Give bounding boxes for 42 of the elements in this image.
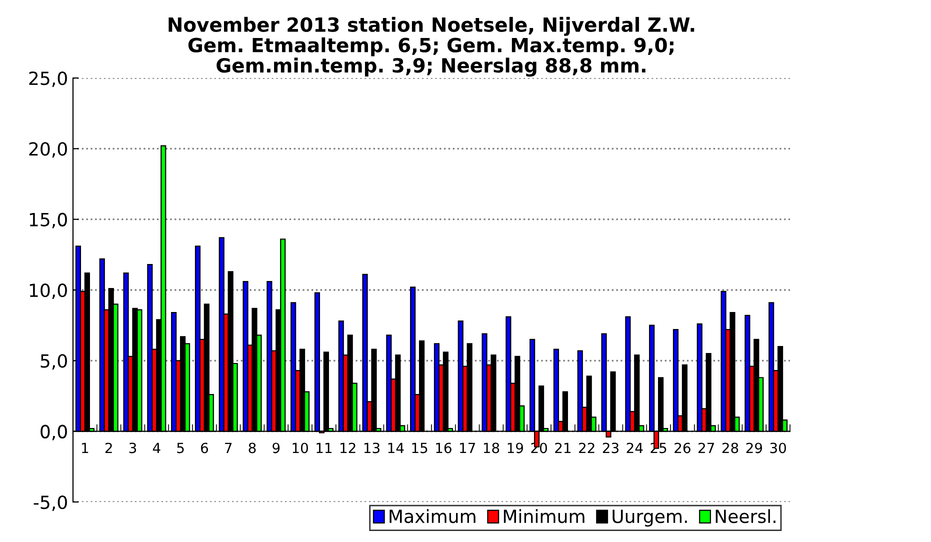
x-tick-label: 8 xyxy=(248,442,256,454)
x-tick-label: 17 xyxy=(460,442,475,453)
y-tick-label: 10,0 xyxy=(30,283,67,299)
x-tick-label: 26 xyxy=(674,442,690,454)
legend-label: Maximum xyxy=(390,509,476,524)
x-tick-label: 24 xyxy=(626,442,643,453)
x-tick-label: 5 xyxy=(177,442,184,454)
x-tick-label: 23 xyxy=(602,442,618,454)
y-tick-label: 15,0 xyxy=(30,212,67,228)
x-tick-label: 22 xyxy=(579,442,594,453)
x-tick-label: 2 xyxy=(105,442,112,453)
y-tick-label: 20,0 xyxy=(29,142,67,158)
y-tick-label: -5,0 xyxy=(34,495,67,511)
x-tick-label: 28 xyxy=(722,442,738,454)
bar xyxy=(777,346,784,432)
y-tick-label: 5,0 xyxy=(40,354,67,370)
x-tick-label: 3 xyxy=(129,442,136,454)
x-tick-label: 14 xyxy=(388,442,404,453)
x-tick-label: 21 xyxy=(555,442,571,453)
y-tick-label: 0,0 xyxy=(40,424,67,440)
chart-title: November 2013 station Noetsele, Nijverdal Z.W. Gem. Etmaaltemp. 6,5; Gem. Max.temp. 9,0; Gem.min.temp. 3,9; Neerslag 88,8 mm. xyxy=(168,16,694,77)
x-tick-label: 30 xyxy=(770,442,786,454)
x-tick-label: 7 xyxy=(225,442,232,453)
y-tick-label: 25,0 xyxy=(29,71,67,87)
x-tick-label: 18 xyxy=(484,442,500,454)
x-tick-label: 11 xyxy=(316,442,332,453)
x-tick-label: 4 xyxy=(152,442,160,453)
x-tick-label: 16 xyxy=(436,442,452,454)
x-tick-label: 29 xyxy=(746,442,762,454)
x-tick-label: 27 xyxy=(698,442,714,453)
x-tick-label: 13 xyxy=(364,442,380,454)
x-tick-label: 12 xyxy=(340,442,356,453)
x-tick-label: 9 xyxy=(272,442,280,454)
x-tick-label: 10 xyxy=(292,442,308,454)
x-tick-label: 1 xyxy=(82,442,88,453)
x-tick-label: 6 xyxy=(201,442,208,454)
legend-label: Neersl. xyxy=(716,509,776,524)
legend-label: Uurgem. xyxy=(612,510,687,527)
bar xyxy=(299,348,306,432)
legend-label: Minimum xyxy=(504,509,584,524)
x-tick-label: 19 xyxy=(508,442,524,454)
x-tick-label: 15 xyxy=(412,442,428,454)
